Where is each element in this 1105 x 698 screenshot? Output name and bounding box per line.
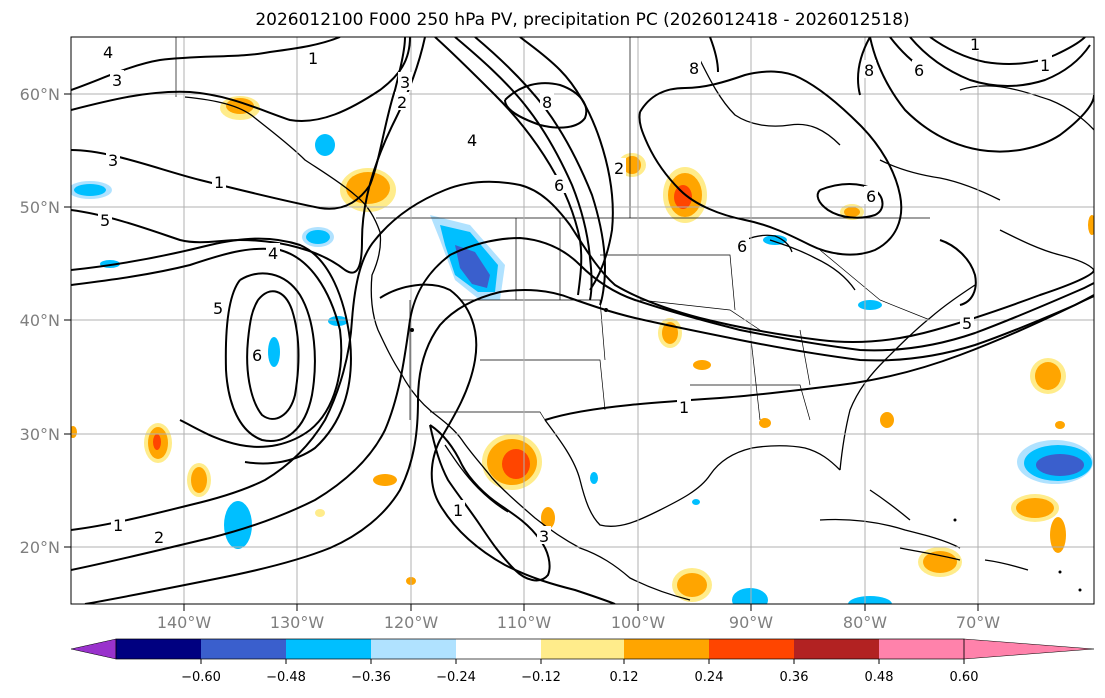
longitude-labels: 140°W 130°W 120°W 110°W 100°W 90°W 80°W … xyxy=(157,604,1000,632)
colorbar-tick-label: −0.60 xyxy=(181,670,221,685)
lon-label-120w: 120°W xyxy=(384,613,439,632)
contour-label: 4 xyxy=(467,131,477,150)
contour-label: 6 xyxy=(737,237,747,256)
lon-label-70w: 70°W xyxy=(956,613,1000,632)
lat-label-30n: 30°N xyxy=(20,425,60,444)
map-title: 2026012100 F000 250 hPa PV, precipitatio… xyxy=(255,10,910,30)
colorbar-extend-right xyxy=(963,638,1095,660)
colorbar-tick-label: −0.36 xyxy=(351,670,391,685)
contour-label: 5 xyxy=(213,299,223,318)
lat-label-20n: 20°N xyxy=(20,538,60,557)
contour-label: 1 xyxy=(679,398,689,417)
contour-label: 5 xyxy=(962,314,972,333)
colorbar-tick-label: −0.48 xyxy=(266,670,306,685)
colorbar-tick-label: 0.24 xyxy=(695,670,724,685)
colorbar-segment xyxy=(541,639,624,659)
contour-label: 6 xyxy=(914,61,924,80)
contour-label: 2 xyxy=(397,93,407,112)
colorbar-tick-label: −0.24 xyxy=(436,670,476,685)
contour-label: 8 xyxy=(689,59,699,78)
colorbar: −0.60 −0.48 −0.36 −0.24 −0.12 0.12 0.24 … xyxy=(70,638,1095,685)
contour-label: 8 xyxy=(864,61,874,80)
lat-label-50n: 50°N xyxy=(20,198,60,217)
colorbar-extend-left xyxy=(70,638,117,660)
colorbar-tick-label: 0.60 xyxy=(950,670,979,685)
colorbar-tick-label: 0.12 xyxy=(610,670,639,685)
lat-label-40n: 40°N xyxy=(20,311,60,330)
colorbar-segment xyxy=(624,639,709,659)
contour-label: 3 xyxy=(108,151,118,170)
contour-label: 6 xyxy=(866,187,876,206)
contour-label: 6 xyxy=(252,346,262,365)
colorbar-tick-label: 0.48 xyxy=(865,670,894,685)
contour-label: 4 xyxy=(103,43,113,62)
colorbar-segment xyxy=(201,639,286,659)
colorbar-ticks xyxy=(200,659,965,664)
map-area[interactable]: 4 3 1 3 1 5 4 5 6 1 2 3 2 4 xyxy=(68,35,1096,612)
pv-contours xyxy=(71,37,1094,604)
lat-label-60n: 60°N xyxy=(20,85,60,104)
contour-label: 1 xyxy=(113,516,123,535)
contour-label: 1 xyxy=(970,35,980,54)
contour-label: 2 xyxy=(614,159,624,178)
lon-label-100w: 100°W xyxy=(611,613,666,632)
lon-label-130w: 130°W xyxy=(270,613,325,632)
precip-positive-shading xyxy=(71,96,1094,602)
colorbar-segment xyxy=(116,639,201,659)
contour-label: 3 xyxy=(400,73,410,92)
contour-label: 2 xyxy=(154,528,164,547)
political-borders xyxy=(175,37,931,421)
contour-labels: 4 3 1 3 1 5 4 5 6 1 2 3 2 4 xyxy=(98,35,1052,547)
precip-negative-shading xyxy=(71,134,1093,604)
gridlines xyxy=(71,37,1094,604)
lon-label-90w: 90°W xyxy=(729,613,773,632)
colorbar-tick-label: −0.12 xyxy=(521,670,561,685)
colorbar-segment xyxy=(879,639,964,659)
lon-label-110w: 110°W xyxy=(497,613,552,632)
contour-label: 6 xyxy=(554,176,564,195)
contour-label: 1 xyxy=(308,49,318,68)
colorbar-segment xyxy=(286,639,371,659)
contour-label: 1 xyxy=(214,173,224,192)
colorbar-segment xyxy=(794,639,879,659)
contour-label: 3 xyxy=(112,71,122,90)
colorbar-segment xyxy=(371,639,456,659)
contour-label: 8 xyxy=(542,93,552,112)
contour-label: 4 xyxy=(268,244,278,263)
contour-label: 5 xyxy=(100,211,110,230)
contour-label: 3 xyxy=(539,527,549,546)
lon-label-80w: 80°W xyxy=(843,613,887,632)
contour-label: 1 xyxy=(453,501,463,520)
colorbar-segment xyxy=(456,639,541,659)
islands xyxy=(410,308,1082,592)
lon-label-140w: 140°W xyxy=(157,613,212,632)
colorbar-segment xyxy=(709,639,794,659)
latitude-labels: 60°N 50°N 40°N 30°N 20°N xyxy=(20,85,71,557)
contour-label: 1 xyxy=(1040,56,1050,75)
colorbar-tick-label: 0.36 xyxy=(780,670,809,685)
